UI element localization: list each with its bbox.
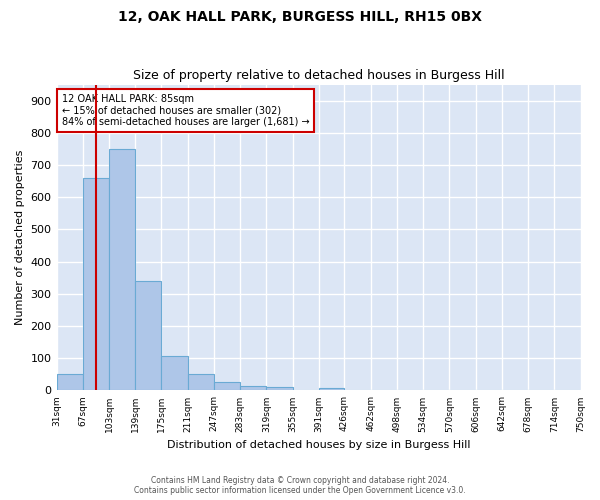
Bar [161,356,188,390]
Text: 12, OAK HALL PARK, BURGESS HILL, RH15 0BX: 12, OAK HALL PARK, BURGESS HILL, RH15 0B… [118,10,482,24]
Bar [319,388,344,390]
Bar [135,281,161,390]
Bar [188,374,214,390]
Bar [109,149,135,390]
Bar [83,178,109,390]
Bar [56,374,83,390]
Text: Contains HM Land Registry data © Crown copyright and database right 2024.
Contai: Contains HM Land Registry data © Crown c… [134,476,466,495]
Title: Size of property relative to detached houses in Burgess Hill: Size of property relative to detached ho… [133,69,505,82]
X-axis label: Distribution of detached houses by size in Burgess Hill: Distribution of detached houses by size … [167,440,470,450]
Bar [266,386,293,390]
Bar [214,382,240,390]
Y-axis label: Number of detached properties: Number of detached properties [15,150,25,325]
Bar [240,386,266,390]
Text: 12 OAK HALL PARK: 85sqm
← 15% of detached houses are smaller (302)
84% of semi-d: 12 OAK HALL PARK: 85sqm ← 15% of detache… [62,94,310,127]
